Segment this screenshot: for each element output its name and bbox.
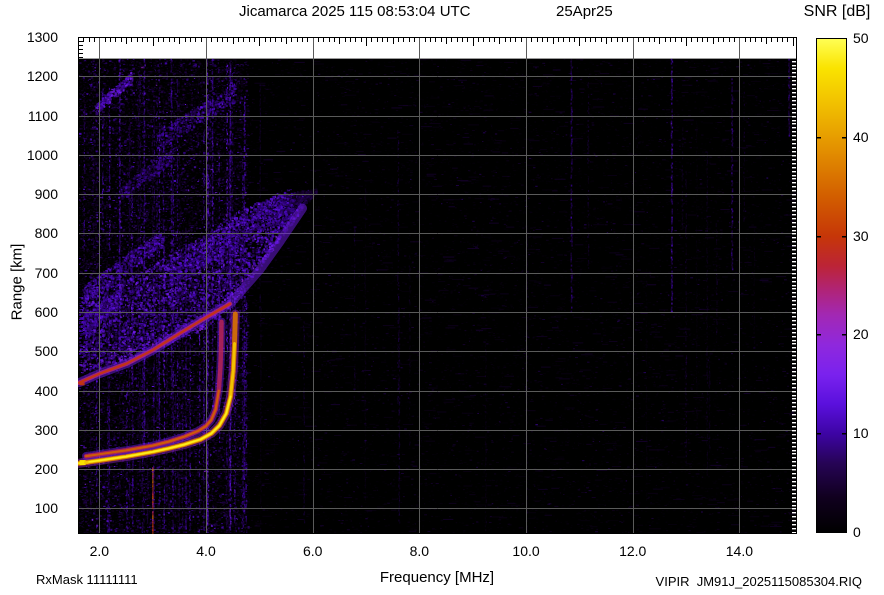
rx-mask-label: RxMask 11111111 bbox=[36, 572, 138, 587]
y-tick-label: 1200 bbox=[26, 68, 58, 85]
x-tick-label: 8.0 bbox=[409, 543, 430, 559]
x-tick-label: 2.0 bbox=[89, 543, 110, 559]
colorbar-tick-label: 40 bbox=[853, 128, 869, 145]
y-tick-label: 700 bbox=[34, 264, 58, 281]
page-title: Jicamarca 2025 115 08:53:04 UTC bbox=[239, 3, 471, 20]
receiver-file-label: VIPIR JM91J_2025115085304.RIQ bbox=[655, 574, 862, 589]
date-label: 25Apr25 bbox=[556, 3, 613, 20]
x-tick-label: 12.0 bbox=[619, 543, 647, 559]
x-tick-label: 4.0 bbox=[196, 543, 216, 559]
y-tick-label: 300 bbox=[34, 421, 58, 438]
y-tick-label: 800 bbox=[34, 225, 58, 242]
y-tick-label: 1100 bbox=[27, 107, 58, 124]
colorbar-tick-label: 0 bbox=[853, 524, 861, 540]
colorbar-canvas bbox=[816, 38, 847, 533]
x-tick-label: 6.0 bbox=[302, 543, 323, 559]
colorbar-tick-label: 10 bbox=[853, 425, 869, 442]
colorbar-tick-label: 30 bbox=[853, 227, 869, 244]
x-tick-label: 10.0 bbox=[512, 543, 540, 559]
ionogram-plot-canvas bbox=[78, 37, 797, 534]
x-tick-label: 14.0 bbox=[725, 543, 754, 559]
colorbar-tick-label: 50 bbox=[853, 30, 869, 46]
y-tick-label: 600 bbox=[34, 304, 58, 321]
x-axis-label: Frequency [MHz] bbox=[379, 569, 495, 586]
y-tick-label: 900 bbox=[34, 186, 58, 203]
y-tick-label: 1300 bbox=[26, 29, 58, 45]
y-tick-label: 400 bbox=[34, 382, 58, 399]
y-tick-label: 500 bbox=[34, 343, 58, 360]
y-tick-label: 1000 bbox=[26, 146, 58, 163]
colorbar-title: SNR [dB] bbox=[803, 3, 871, 20]
colorbar-tick-label: 20 bbox=[853, 326, 869, 343]
y-tick-label: 200 bbox=[34, 461, 58, 478]
y-tick-label: 100 bbox=[34, 500, 58, 517]
